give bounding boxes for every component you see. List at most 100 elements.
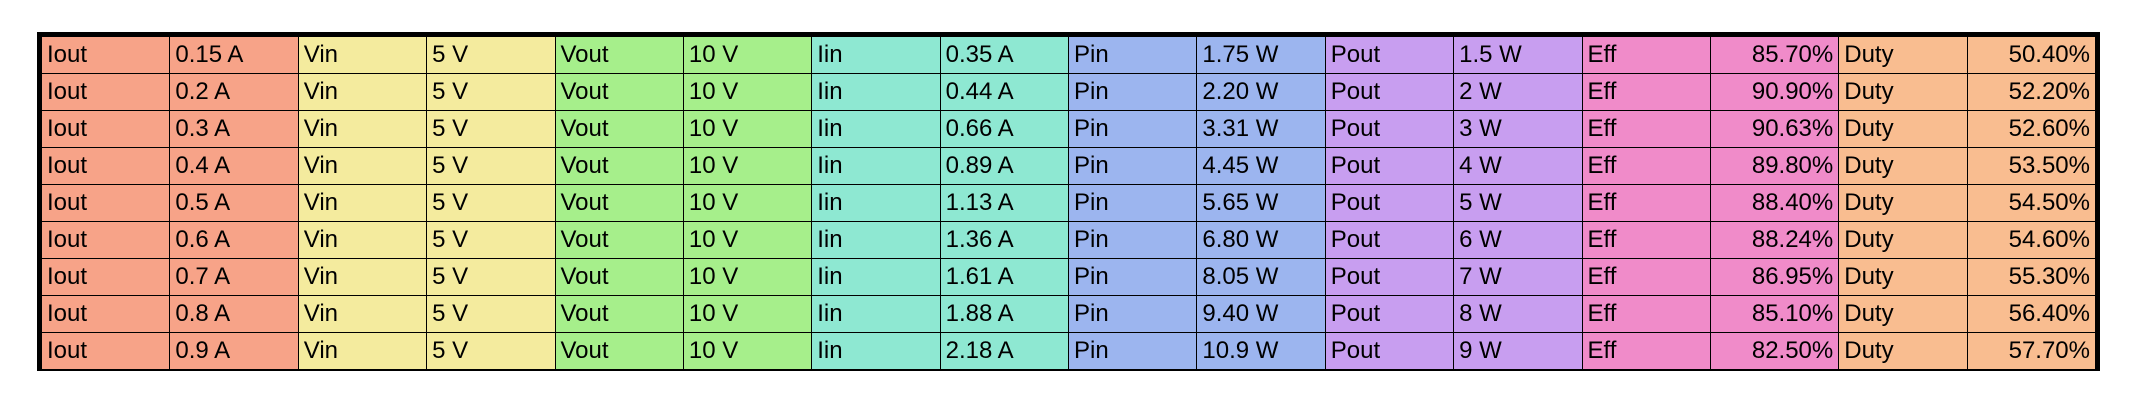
table-cell[interactable]: 7 W <box>1453 258 1583 296</box>
table-cell[interactable]: Eff <box>1581 110 1711 148</box>
table-cell[interactable]: 54.60% <box>1966 221 2097 259</box>
table-cell[interactable]: 10 V <box>682 36 813 74</box>
table-cell[interactable]: Pin <box>1067 184 1198 222</box>
table-cell[interactable]: 1.61 A <box>939 258 1070 296</box>
table-cell[interactable]: 10 V <box>682 332 813 370</box>
table-cell[interactable]: 0.9 A <box>169 332 299 370</box>
table-cell[interactable]: 0.35 A <box>939 36 1070 74</box>
table-cell[interactable]: 0.15 A <box>169 36 299 74</box>
table-cell[interactable]: Vin <box>297 295 428 333</box>
table-cell[interactable]: 2.18 A <box>939 332 1070 370</box>
table-cell[interactable]: 5 V <box>426 221 556 259</box>
table-cell[interactable]: Iout <box>40 36 171 74</box>
table-cell[interactable]: 1.36 A <box>939 221 1070 259</box>
table-cell[interactable]: Pin <box>1067 73 1198 111</box>
table-cell[interactable]: 8.05 W <box>1196 258 1326 296</box>
table-cell[interactable]: 10 V <box>682 258 813 296</box>
table-cell[interactable]: Vout <box>554 221 684 259</box>
table-cell[interactable]: 6 W <box>1453 221 1583 259</box>
table-cell[interactable]: 0.44 A <box>939 73 1070 111</box>
table-cell[interactable]: 88.40% <box>1709 184 1840 222</box>
table-cell[interactable]: 89.80% <box>1709 147 1840 185</box>
table-cell[interactable]: 2.20 W <box>1196 73 1326 111</box>
table-cell[interactable]: Vout <box>554 73 684 111</box>
table-cell[interactable]: Iin <box>811 258 941 296</box>
table-cell[interactable]: 5.65 W <box>1196 184 1326 222</box>
table-cell[interactable]: 0.3 A <box>169 110 299 148</box>
table-cell[interactable]: Iout <box>40 73 171 111</box>
table-cell[interactable]: 5 V <box>426 147 556 185</box>
table-cell[interactable]: Eff <box>1581 36 1711 74</box>
table-cell[interactable]: Pin <box>1067 332 1198 370</box>
table-cell[interactable]: 5 V <box>426 332 556 370</box>
table-cell[interactable]: 90.63% <box>1709 110 1840 148</box>
table-cell[interactable]: 0.5 A <box>169 184 299 222</box>
table-cell[interactable]: 5 V <box>426 184 556 222</box>
table-cell[interactable]: 10.9 W <box>1196 332 1326 370</box>
table-cell[interactable]: Pout <box>1324 221 1455 259</box>
table-cell[interactable]: Vout <box>554 332 684 370</box>
table-cell[interactable]: 90.90% <box>1709 73 1840 111</box>
table-cell[interactable]: 10 V <box>682 221 813 259</box>
table-cell[interactable]: Pout <box>1324 110 1455 148</box>
table-cell[interactable]: 5 V <box>426 36 556 74</box>
table-cell[interactable]: 1.5 W <box>1453 36 1583 74</box>
table-cell[interactable]: Iout <box>40 147 171 185</box>
table-cell[interactable]: 4 W <box>1453 147 1583 185</box>
table-cell[interactable]: 4.45 W <box>1196 147 1326 185</box>
table-cell[interactable]: Duty <box>1838 221 1968 259</box>
table-cell[interactable]: 56.40% <box>1966 295 2097 333</box>
table-cell[interactable]: Iin <box>811 295 941 333</box>
table-cell[interactable]: 0.89 A <box>939 147 1070 185</box>
table-cell[interactable]: Iout <box>40 258 171 296</box>
table-cell[interactable]: Pout <box>1324 73 1455 111</box>
table-cell[interactable]: 0.66 A <box>939 110 1070 148</box>
table-cell[interactable]: Duty <box>1838 36 1968 74</box>
table-cell[interactable]: Vin <box>297 221 428 259</box>
table-cell[interactable]: 10 V <box>682 73 813 111</box>
table-cell[interactable]: 50.40% <box>1966 36 2097 74</box>
table-cell[interactable]: 55.30% <box>1966 258 2097 296</box>
table-cell[interactable]: Iout <box>40 332 171 370</box>
table-cell[interactable]: Duty <box>1838 258 1968 296</box>
table-cell[interactable]: 6.80 W <box>1196 221 1326 259</box>
table-cell[interactable]: 3.31 W <box>1196 110 1326 148</box>
table-cell[interactable]: 82.50% <box>1709 332 1840 370</box>
table-cell[interactable]: Vout <box>554 36 684 74</box>
table-cell[interactable]: 3 W <box>1453 110 1583 148</box>
table-cell[interactable]: 10 V <box>682 184 813 222</box>
table-cell[interactable]: Duty <box>1838 73 1968 111</box>
table-cell[interactable]: 0.2 A <box>169 73 299 111</box>
table-cell[interactable]: 5 V <box>426 258 556 296</box>
table-cell[interactable]: Eff <box>1581 332 1711 370</box>
table-cell[interactable]: 52.20% <box>1966 73 2097 111</box>
table-cell[interactable]: 0.4 A <box>169 147 299 185</box>
table-cell[interactable]: 5 V <box>426 73 556 111</box>
table-cell[interactable]: 54.50% <box>1966 184 2097 222</box>
table-cell[interactable]: 57.70% <box>1966 332 2097 370</box>
table-cell[interactable]: 1.13 A <box>939 184 1070 222</box>
table-cell[interactable]: Pout <box>1324 332 1455 370</box>
table-cell[interactable]: 10 V <box>682 147 813 185</box>
table-cell[interactable]: Pin <box>1067 147 1198 185</box>
table-cell[interactable]: Eff <box>1581 184 1711 222</box>
table-cell[interactable]: Vout <box>554 184 684 222</box>
table-cell[interactable]: Pout <box>1324 184 1455 222</box>
table-cell[interactable]: 2 W <box>1453 73 1583 111</box>
table-cell[interactable]: Pin <box>1067 221 1198 259</box>
table-cell[interactable]: Iout <box>40 221 171 259</box>
table-cell[interactable]: 9.40 W <box>1196 295 1326 333</box>
table-cell[interactable]: Iout <box>40 184 171 222</box>
table-cell[interactable]: 85.70% <box>1709 36 1840 74</box>
table-cell[interactable]: 0.8 A <box>169 295 299 333</box>
table-cell[interactable]: Pout <box>1324 258 1455 296</box>
table-cell[interactable]: 53.50% <box>1966 147 2097 185</box>
table-cell[interactable]: Vout <box>554 147 684 185</box>
table-cell[interactable]: 1.88 A <box>939 295 1070 333</box>
table-cell[interactable]: Vin <box>297 332 428 370</box>
table-cell[interactable]: Eff <box>1581 258 1711 296</box>
table-cell[interactable]: Iin <box>811 221 941 259</box>
table-cell[interactable]: Duty <box>1838 184 1968 222</box>
table-cell[interactable]: Pout <box>1324 36 1455 74</box>
table-cell[interactable]: Vout <box>554 258 684 296</box>
